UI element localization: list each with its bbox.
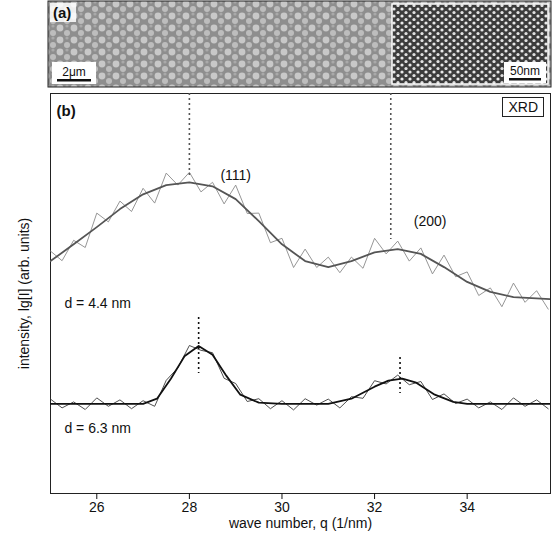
svg-text:26: 26 (89, 499, 105, 515)
svg-text:(a): (a) (53, 4, 71, 21)
svg-text:2μm: 2μm (62, 65, 86, 79)
svg-text:50nm: 50nm (510, 64, 540, 78)
svg-text:(b): (b) (57, 102, 76, 119)
svg-text:d = 6.3 nm: d = 6.3 nm (64, 420, 131, 436)
svg-text:28: 28 (182, 499, 198, 515)
svg-text:30: 30 (274, 499, 290, 515)
svg-text:32: 32 (367, 499, 383, 515)
svg-text:34: 34 (459, 499, 475, 515)
svg-text:intensity, lg[I] (arb. units): intensity, lg[I] (arb. units) (16, 218, 32, 369)
svg-text:(200): (200) (414, 213, 447, 229)
svg-text:wave number, q (1/nm): wave number, q (1/nm) (228, 515, 372, 531)
html-text:XRD: XRD (508, 99, 538, 115)
svg-text:d = 4.4 nm: d = 4.4 nm (64, 295, 131, 311)
svg-text:(111): (111) (220, 167, 251, 183)
